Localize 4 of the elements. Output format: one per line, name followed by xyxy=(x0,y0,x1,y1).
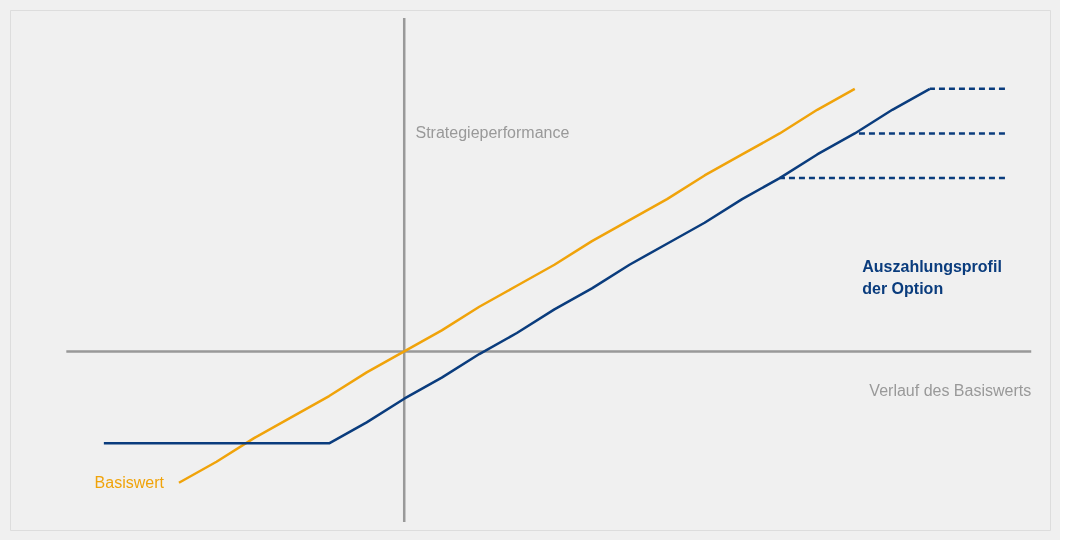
x-axis-title: Verlauf des Basiswerts xyxy=(869,381,1032,399)
y-axis-title: Strategieperformance xyxy=(415,124,570,142)
text: Auszahlungsprofil der Option xyxy=(862,258,1002,298)
series-label: Basiswert xyxy=(94,473,165,491)
